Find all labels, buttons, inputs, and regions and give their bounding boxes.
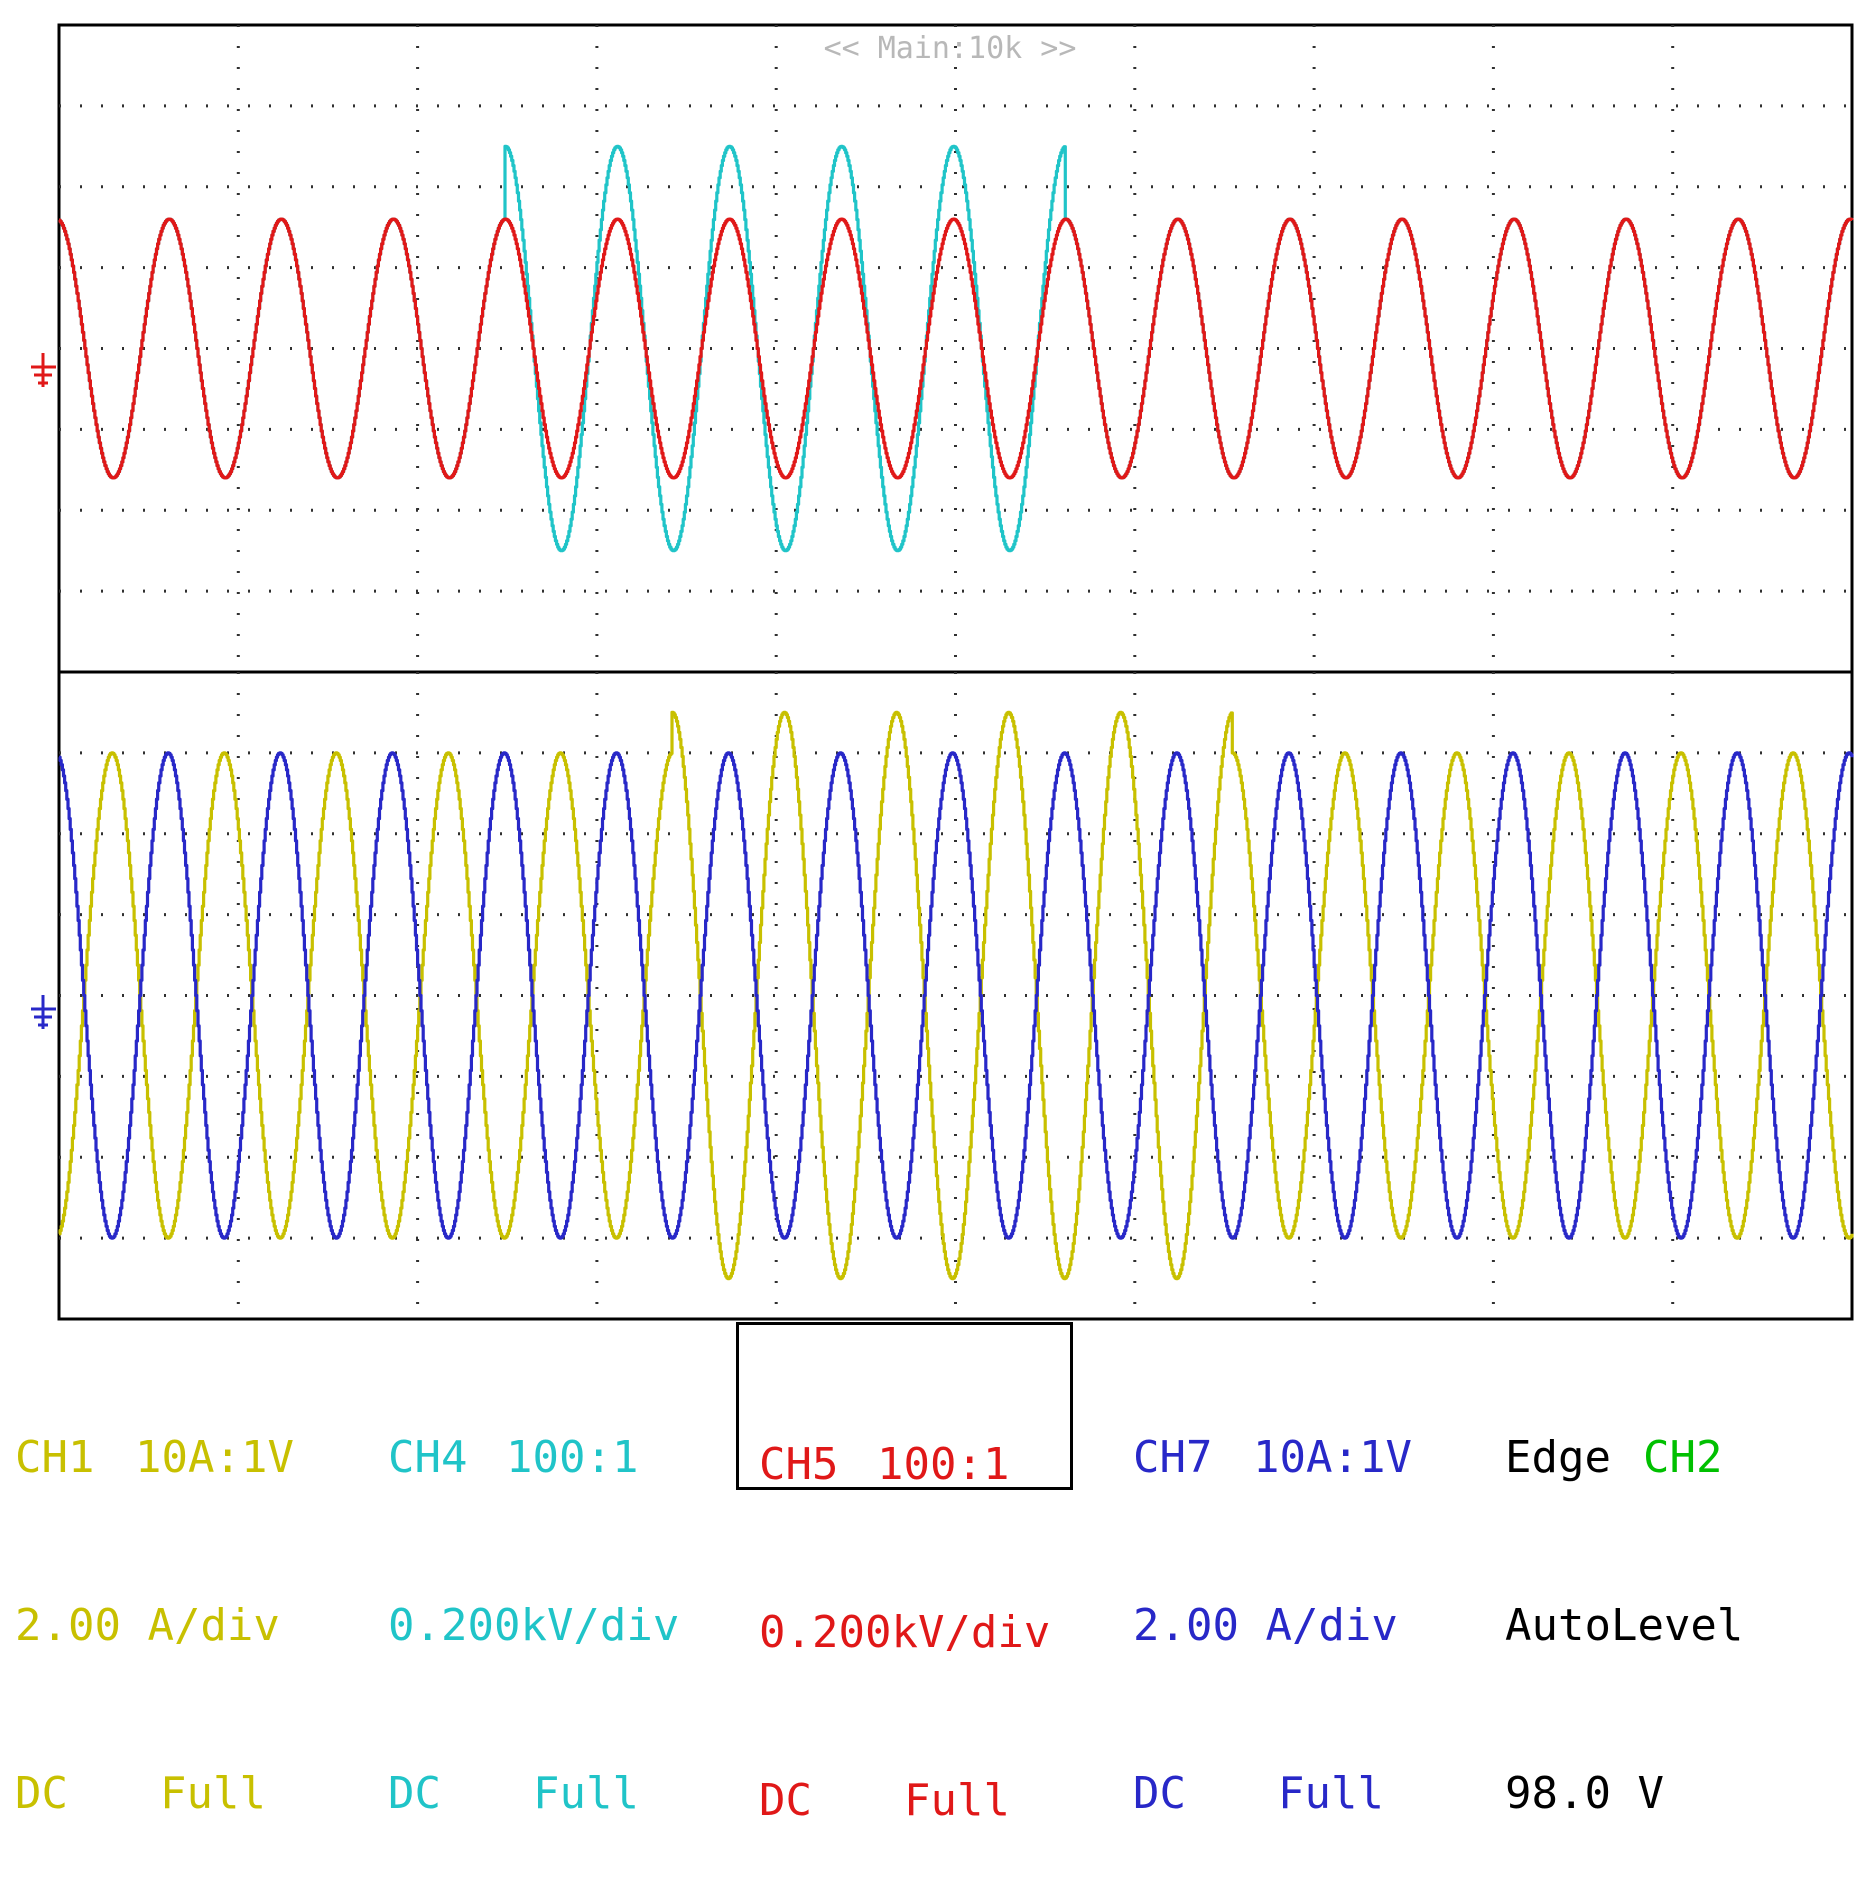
- upper-panel-frame: [57, 23, 1854, 674]
- ch7-probe: 10A:1V: [1253, 1432, 1412, 1483]
- upper-traces: [58, 144, 1854, 553]
- ch5-coupling: DC: [759, 1775, 812, 1826]
- ch5-name: CH5: [759, 1439, 839, 1490]
- trace-ch7: [58, 751, 1854, 1240]
- trigger-level: 98.0 V: [1505, 1768, 1664, 1819]
- upper-grid: [59, 25, 1852, 672]
- trace-ch1: [58, 710, 1854, 1281]
- ground-marker-upper-icon: [31, 353, 56, 387]
- ch7-name: CH7: [1133, 1432, 1213, 1483]
- ch7-bw: Full: [1278, 1768, 1384, 1819]
- ch4-name: CH4: [388, 1432, 468, 1483]
- ch4-info: CH4 100:1 0.200kV/div DC Full: [388, 1318, 679, 1878]
- ch4-scale: 0.200kV/div: [388, 1600, 680, 1651]
- trigger-source: CH2: [1643, 1432, 1723, 1483]
- ch7-coupling: DC: [1133, 1768, 1186, 1819]
- ch1-coupling: DC: [15, 1768, 68, 1819]
- ch5-info: CH5 100:1 0.200kV/div DC Full: [736, 1322, 1074, 1826]
- trace-ch5: [58, 217, 1854, 480]
- timebase-label: << Main:10k >>: [824, 31, 1077, 66]
- trace-ch4: [58, 144, 1854, 553]
- ch7-info: CH7 10A:1V 2.00 A/div DC Full: [1133, 1318, 1412, 1878]
- ch4-probe: 100:1: [506, 1432, 639, 1483]
- ch1-scale: 2.00 A/div: [15, 1600, 280, 1651]
- lower-traces: [58, 710, 1854, 1281]
- ch5-bw: Full: [904, 1775, 1010, 1826]
- trigger-mode: AutoLevel: [1505, 1600, 1744, 1651]
- ch1-name: CH1: [15, 1432, 95, 1483]
- trigger-info: Edge CH2 AutoLevel 98.0 V: [1505, 1318, 1874, 1878]
- ch5-scale: 0.200kV/div: [759, 1607, 1051, 1658]
- ch5-probe: 100:1: [877, 1439, 1010, 1490]
- rising-edge-icon: [1744, 1374, 1874, 1542]
- ch1-probe: 10A:1V: [135, 1432, 294, 1483]
- ch1-info: CH1 10A:1V 2.00 A/div DC Full: [15, 1318, 294, 1878]
- ch1-bw: Full: [160, 1768, 266, 1819]
- trigger-type: Edge: [1505, 1432, 1611, 1483]
- ch7-scale: 2.00 A/div: [1133, 1600, 1398, 1651]
- ground-marker-lower-icon: [31, 995, 56, 1029]
- oscilloscope-display: << Main:10k >>: [31, 23, 1854, 1321]
- ch4-coupling: DC: [388, 1768, 441, 1819]
- ch4-bw: Full: [533, 1768, 639, 1819]
